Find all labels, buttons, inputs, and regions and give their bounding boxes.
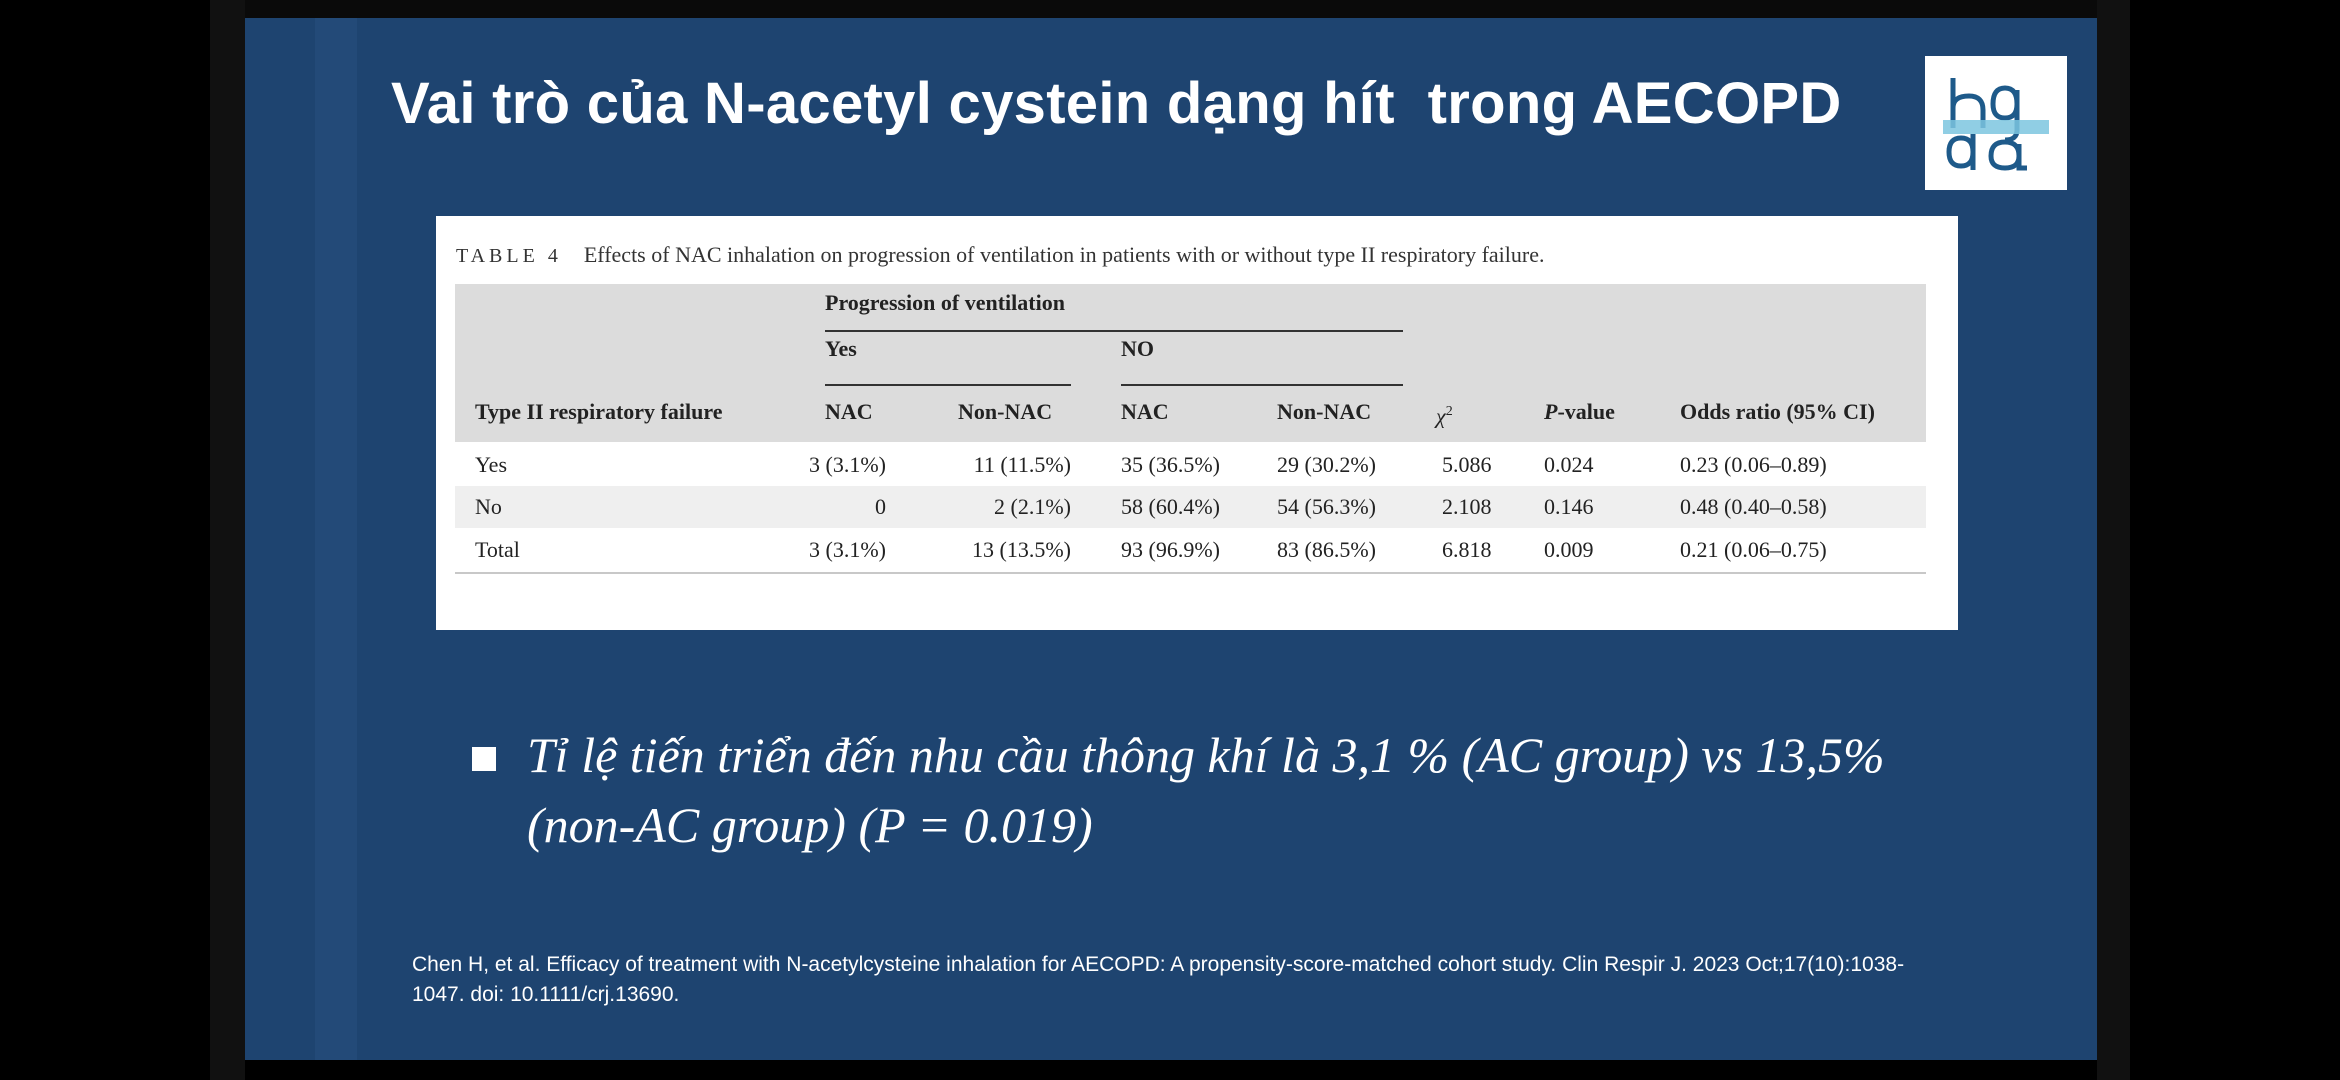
right-frame bbox=[2097, 0, 2130, 1080]
row-total-yes-nonnac: 13 (13.5%) bbox=[972, 537, 1071, 562]
table-row-shading bbox=[455, 486, 1926, 528]
row-no-p: 0.146 bbox=[1544, 494, 1594, 519]
col-header-yes-nonnac: Non-NAC bbox=[958, 399, 1053, 424]
row-yes-yes-nac: 3 (3.1%) bbox=[809, 452, 886, 477]
group-header-rule bbox=[825, 330, 1403, 332]
col-header-type2: Type II respiratory failure bbox=[475, 399, 723, 424]
row-total-or: 0.21 (0.06–0.75) bbox=[1680, 537, 1827, 562]
col-header-yes-nac: NAC bbox=[825, 399, 873, 424]
table-caption: TABLE 4 Effects of NAC inhalation on prog… bbox=[456, 242, 1545, 268]
col-header-pvalue: P-value bbox=[1544, 392, 1615, 432]
chi-superscript: 2 bbox=[1445, 404, 1453, 419]
bullet-text: Tỉ lệ tiến triển đến nhu cầu thông khí l… bbox=[527, 727, 1885, 853]
subgroup-no: NO bbox=[1121, 336, 1154, 361]
col-header-chi2: χ2 bbox=[1436, 392, 1453, 436]
hospital-logo: hga bbox=[1925, 56, 2067, 190]
col-header-odds-ratio: Odds ratio (95% CI) bbox=[1680, 399, 1875, 424]
subgroup-yes-rule bbox=[825, 384, 1071, 386]
row-yes-p: 0.024 bbox=[1544, 452, 1594, 477]
row-yes-chi2: 5.086 bbox=[1442, 452, 1492, 477]
p-value-suffix: -value bbox=[1557, 399, 1615, 424]
col-header-no-nac: NAC bbox=[1121, 399, 1169, 424]
table-bottom-rule bbox=[455, 572, 1926, 574]
row-total-no-nonnac: 83 (86.5%) bbox=[1277, 537, 1376, 562]
hga-logo-icon bbox=[1943, 78, 2049, 171]
citation-reference: Chen H, et al. Efficacy of treatment wit… bbox=[412, 953, 1905, 1006]
top-frame bbox=[245, 0, 2097, 18]
chi-symbol: χ bbox=[1436, 403, 1446, 429]
row-no-yes-nonnac: 2 (2.1%) bbox=[994, 494, 1071, 519]
row-total-no-nac: 93 (96.9%) bbox=[1121, 537, 1220, 562]
bullet-square-icon bbox=[472, 747, 496, 771]
row-no-or: 0.48 (0.40–0.58) bbox=[1680, 494, 1827, 519]
row-no-label: No bbox=[475, 494, 502, 519]
row-total-yes-nac: 3 (3.1%) bbox=[809, 537, 886, 562]
row-no-no-nac: 58 (60.4%) bbox=[1121, 494, 1220, 519]
p-letter: P bbox=[1544, 399, 1558, 424]
row-total-chi2: 6.818 bbox=[1442, 537, 1492, 562]
row-yes-label: Yes bbox=[475, 452, 508, 477]
left-frame bbox=[210, 0, 245, 1080]
table-header-background bbox=[455, 284, 1926, 442]
row-yes-no-nonnac: 29 (30.2%) bbox=[1277, 452, 1376, 477]
subgroup-no-rule bbox=[1121, 384, 1403, 386]
row-total-p: 0.009 bbox=[1544, 537, 1594, 562]
row-total-label: Total bbox=[475, 537, 520, 562]
row-no-chi2: 2.108 bbox=[1442, 494, 1492, 519]
row-no-yes-nac: 0 bbox=[875, 494, 886, 519]
table-caption-label: TABLE 4 bbox=[456, 245, 562, 267]
row-no-no-nonnac: 54 (56.3%) bbox=[1277, 494, 1376, 519]
subgroup-yes: Yes bbox=[825, 336, 857, 361]
presentation-slide: Vai trò của N-acetyl cystein dạng hít tr… bbox=[245, 18, 2097, 1060]
row-yes-yes-nonnac: 11 (11.5%) bbox=[973, 452, 1071, 477]
row-yes-or: 0.23 (0.06–0.89) bbox=[1680, 452, 1827, 477]
table-caption-text: Effects of NAC inhalation on progression… bbox=[583, 242, 1545, 267]
slide-title: Vai trò của N-acetyl cystein dạng hít tr… bbox=[391, 71, 1842, 136]
slide-accent-bar bbox=[315, 18, 357, 1060]
row-yes-no-nac: 35 (36.5%) bbox=[1121, 452, 1220, 477]
col-header-no-nonnac: Non-NAC bbox=[1277, 399, 1372, 424]
table-panel: TABLE 4 Effects of NAC inhalation on prog… bbox=[436, 216, 1958, 630]
group-header: Progression of ventilation bbox=[825, 290, 1065, 315]
